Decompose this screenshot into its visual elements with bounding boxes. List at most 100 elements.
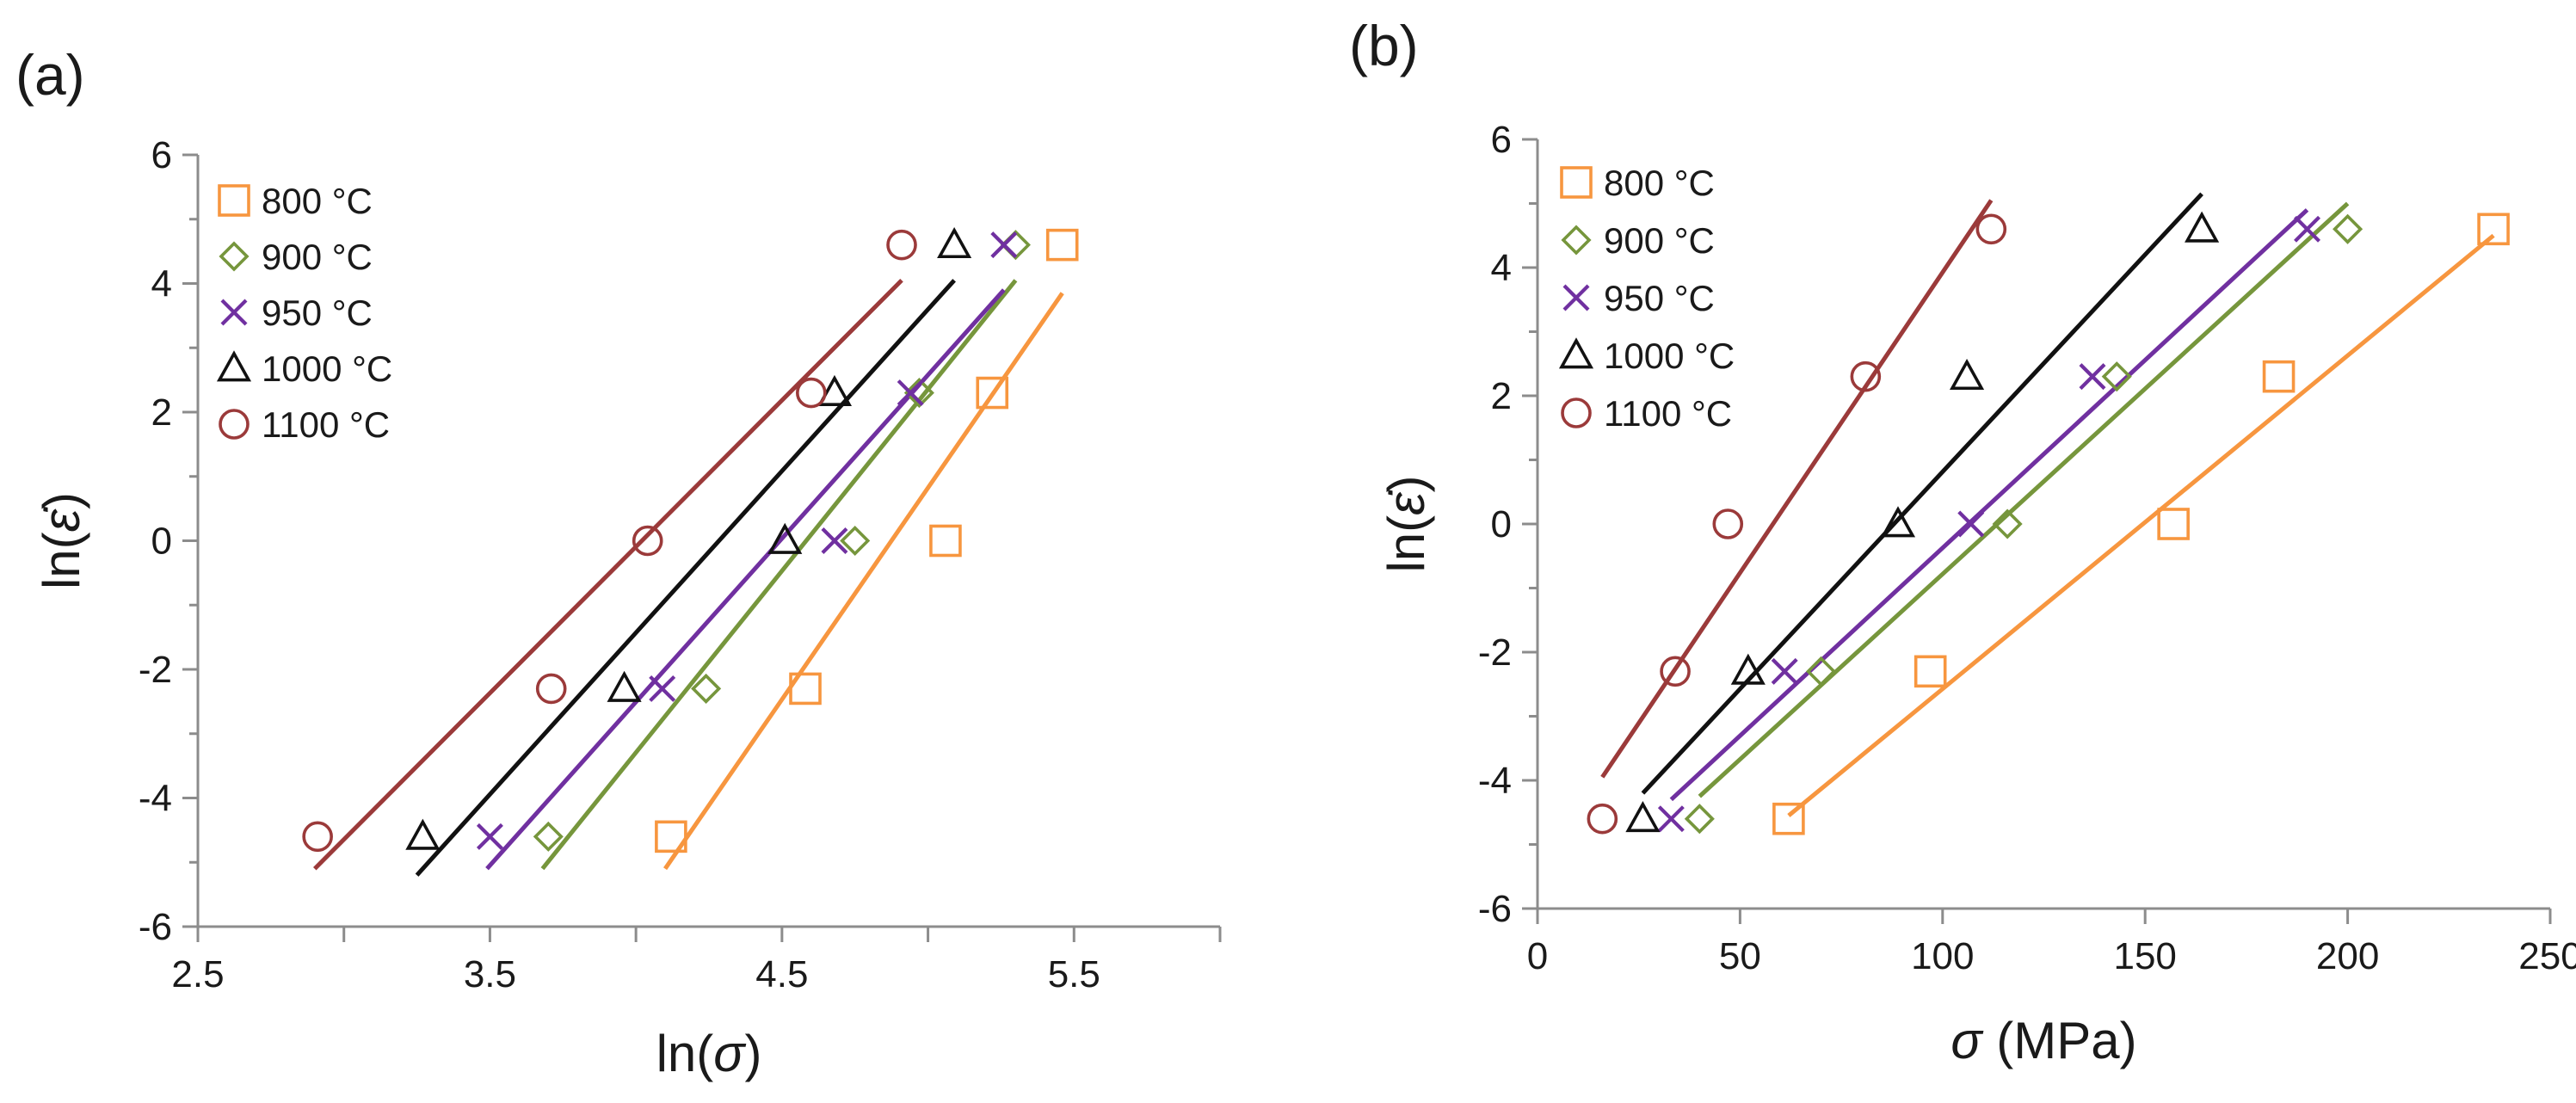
data-point-1100-c xyxy=(1660,656,1691,687)
y-tick-label: -6 xyxy=(139,906,172,948)
x-tick-label: 250 xyxy=(2518,935,2576,977)
legend-label: 800 °C xyxy=(262,181,373,221)
x-tick-label: 0 xyxy=(1527,935,1548,977)
x-tick-label: 50 xyxy=(1719,935,1761,977)
x-tick-label: 200 xyxy=(2316,935,2379,977)
legend-marker-1000-c xyxy=(216,350,252,382)
data-point-1000-c xyxy=(817,374,853,406)
fit-line-950-c xyxy=(1669,208,2309,802)
data-point-950-c xyxy=(1771,657,1798,685)
data-point-1100-c xyxy=(886,229,917,261)
data-point-1000-c xyxy=(767,522,803,554)
y-tick-label: -2 xyxy=(1478,632,1512,674)
data-point-900-c xyxy=(903,378,934,409)
x-tick-label: 5.5 xyxy=(1048,953,1100,995)
data-point-800-c xyxy=(929,524,962,558)
data-point-1100-c xyxy=(632,525,663,557)
y-tick-label: -4 xyxy=(139,778,172,820)
x-tick-label: 150 xyxy=(2113,935,2176,977)
legend-marker-1100-c xyxy=(219,409,250,440)
data-point-1100-c xyxy=(1587,803,1618,835)
y-tick-label: 4 xyxy=(151,263,172,305)
data-point-900-c xyxy=(2333,213,2363,244)
data-point-950-c xyxy=(649,675,676,702)
legend-label: 900 °C xyxy=(262,237,373,277)
data-point-800-c xyxy=(1914,655,1947,688)
legend-label: 950 °C xyxy=(262,293,373,333)
data-point-1000-c xyxy=(1949,358,1985,391)
panel-label: (b) xyxy=(1349,14,1419,77)
legend-label: 1000 °C xyxy=(262,348,392,389)
data-point-1000-c xyxy=(405,818,441,850)
data-point-1000-c xyxy=(1625,800,1661,833)
legend-label: 1000 °C xyxy=(1604,336,1735,376)
data-point-950-c xyxy=(897,379,924,407)
y-axis-title: ln(ε̇) xyxy=(33,492,90,589)
data-point-1100-c xyxy=(302,821,333,853)
fit-line-800-c xyxy=(663,292,1064,871)
x-tick-label: 3.5 xyxy=(464,953,516,995)
legend-label: 900 °C xyxy=(1604,220,1715,261)
data-point-800-c xyxy=(2157,508,2190,540)
data-point-900-c xyxy=(1806,656,1837,687)
x-tick-label: 2.5 xyxy=(171,953,224,995)
data-point-1100-c xyxy=(1712,508,1744,539)
y-tick-label: -6 xyxy=(1478,888,1512,930)
data-point-1100-c xyxy=(1850,360,1882,392)
x-tick-label: 100 xyxy=(1911,935,1974,977)
legend: 800 °C 900 °C 950 °C 1000 °C 1100 °C xyxy=(1558,163,1735,434)
data-point-900-c xyxy=(1992,508,2023,539)
y-axis-title: ln(ε̇) xyxy=(1377,475,1435,572)
data-point-950-c xyxy=(821,527,848,554)
legend-label: 1100 °C xyxy=(1604,393,1732,434)
data-point-900-c xyxy=(1684,804,1715,835)
data-point-900-c xyxy=(2101,361,2132,392)
legend-label: 1100 °C xyxy=(262,404,390,445)
legend-marker-1100-c xyxy=(1561,397,1592,428)
x-tick-label: 4.5 xyxy=(755,953,808,995)
data-point-1100-c xyxy=(1975,213,2007,245)
legend-marker-800-c xyxy=(1560,166,1593,199)
data-point-800-c xyxy=(1772,802,1805,835)
data-point-1000-c xyxy=(1730,653,1766,685)
fit-line-900-c xyxy=(540,279,1018,871)
legend: 800 °C 900 °C 950 °C 1000 °C 1100 °C xyxy=(216,181,392,445)
panel-label: (a) xyxy=(15,43,85,107)
chart-panel-b: -6 -4 -2 0 2 4 6 0 50 100 150 200 250 σ (MPa) ln(ε̇) (b… xyxy=(1349,14,2576,1069)
data-point-900-c xyxy=(691,673,722,704)
data-point-900-c xyxy=(840,525,871,557)
fit-line-950-c xyxy=(485,288,1006,871)
fit-line-1100-c xyxy=(313,278,903,871)
x-axis-title: σ (MPa) xyxy=(1950,1012,2136,1069)
data-point-1100-c xyxy=(535,673,567,705)
chart-panel-a: -6 -4 -2 0 2 4 6 2.5 3.5 4.5 5.5 ln(σ) ln(ε̇) (a) 800 … xyxy=(15,43,1222,1082)
fit-line-900-c xyxy=(1698,201,2350,798)
data-point-1000-c xyxy=(1880,506,1916,538)
data-point-950-c xyxy=(2294,215,2321,243)
data-point-1000-c xyxy=(937,226,972,259)
data-point-1100-c xyxy=(795,377,827,409)
data-point-1000-c xyxy=(607,670,642,702)
legend-marker-900-c xyxy=(219,241,250,272)
y-tick-label: 2 xyxy=(1491,375,1512,417)
y-tick-label: 6 xyxy=(1491,119,1512,161)
legend-label: 800 °C xyxy=(1604,163,1715,203)
y-tick-label: 4 xyxy=(1491,247,1512,289)
legend-marker-1000-c xyxy=(1558,337,1594,369)
y-tick-label: 0 xyxy=(151,521,172,563)
legend-marker-950-c xyxy=(220,299,248,326)
data-point-950-c xyxy=(990,231,1018,259)
legend-label: 950 °C xyxy=(1604,278,1715,318)
data-point-800-c xyxy=(655,820,687,853)
data-point-800-c xyxy=(976,376,1009,410)
y-tick-label: 0 xyxy=(1491,503,1512,545)
y-tick-label: -4 xyxy=(1478,760,1512,802)
data-point-800-c xyxy=(2477,213,2510,246)
data-point-950-c xyxy=(2079,363,2106,391)
data-point-900-c xyxy=(1000,230,1031,261)
data-point-1000-c xyxy=(2185,211,2220,243)
legend-marker-900-c xyxy=(1561,225,1592,256)
data-point-950-c xyxy=(476,823,503,850)
y-tick-label: -2 xyxy=(139,649,172,691)
